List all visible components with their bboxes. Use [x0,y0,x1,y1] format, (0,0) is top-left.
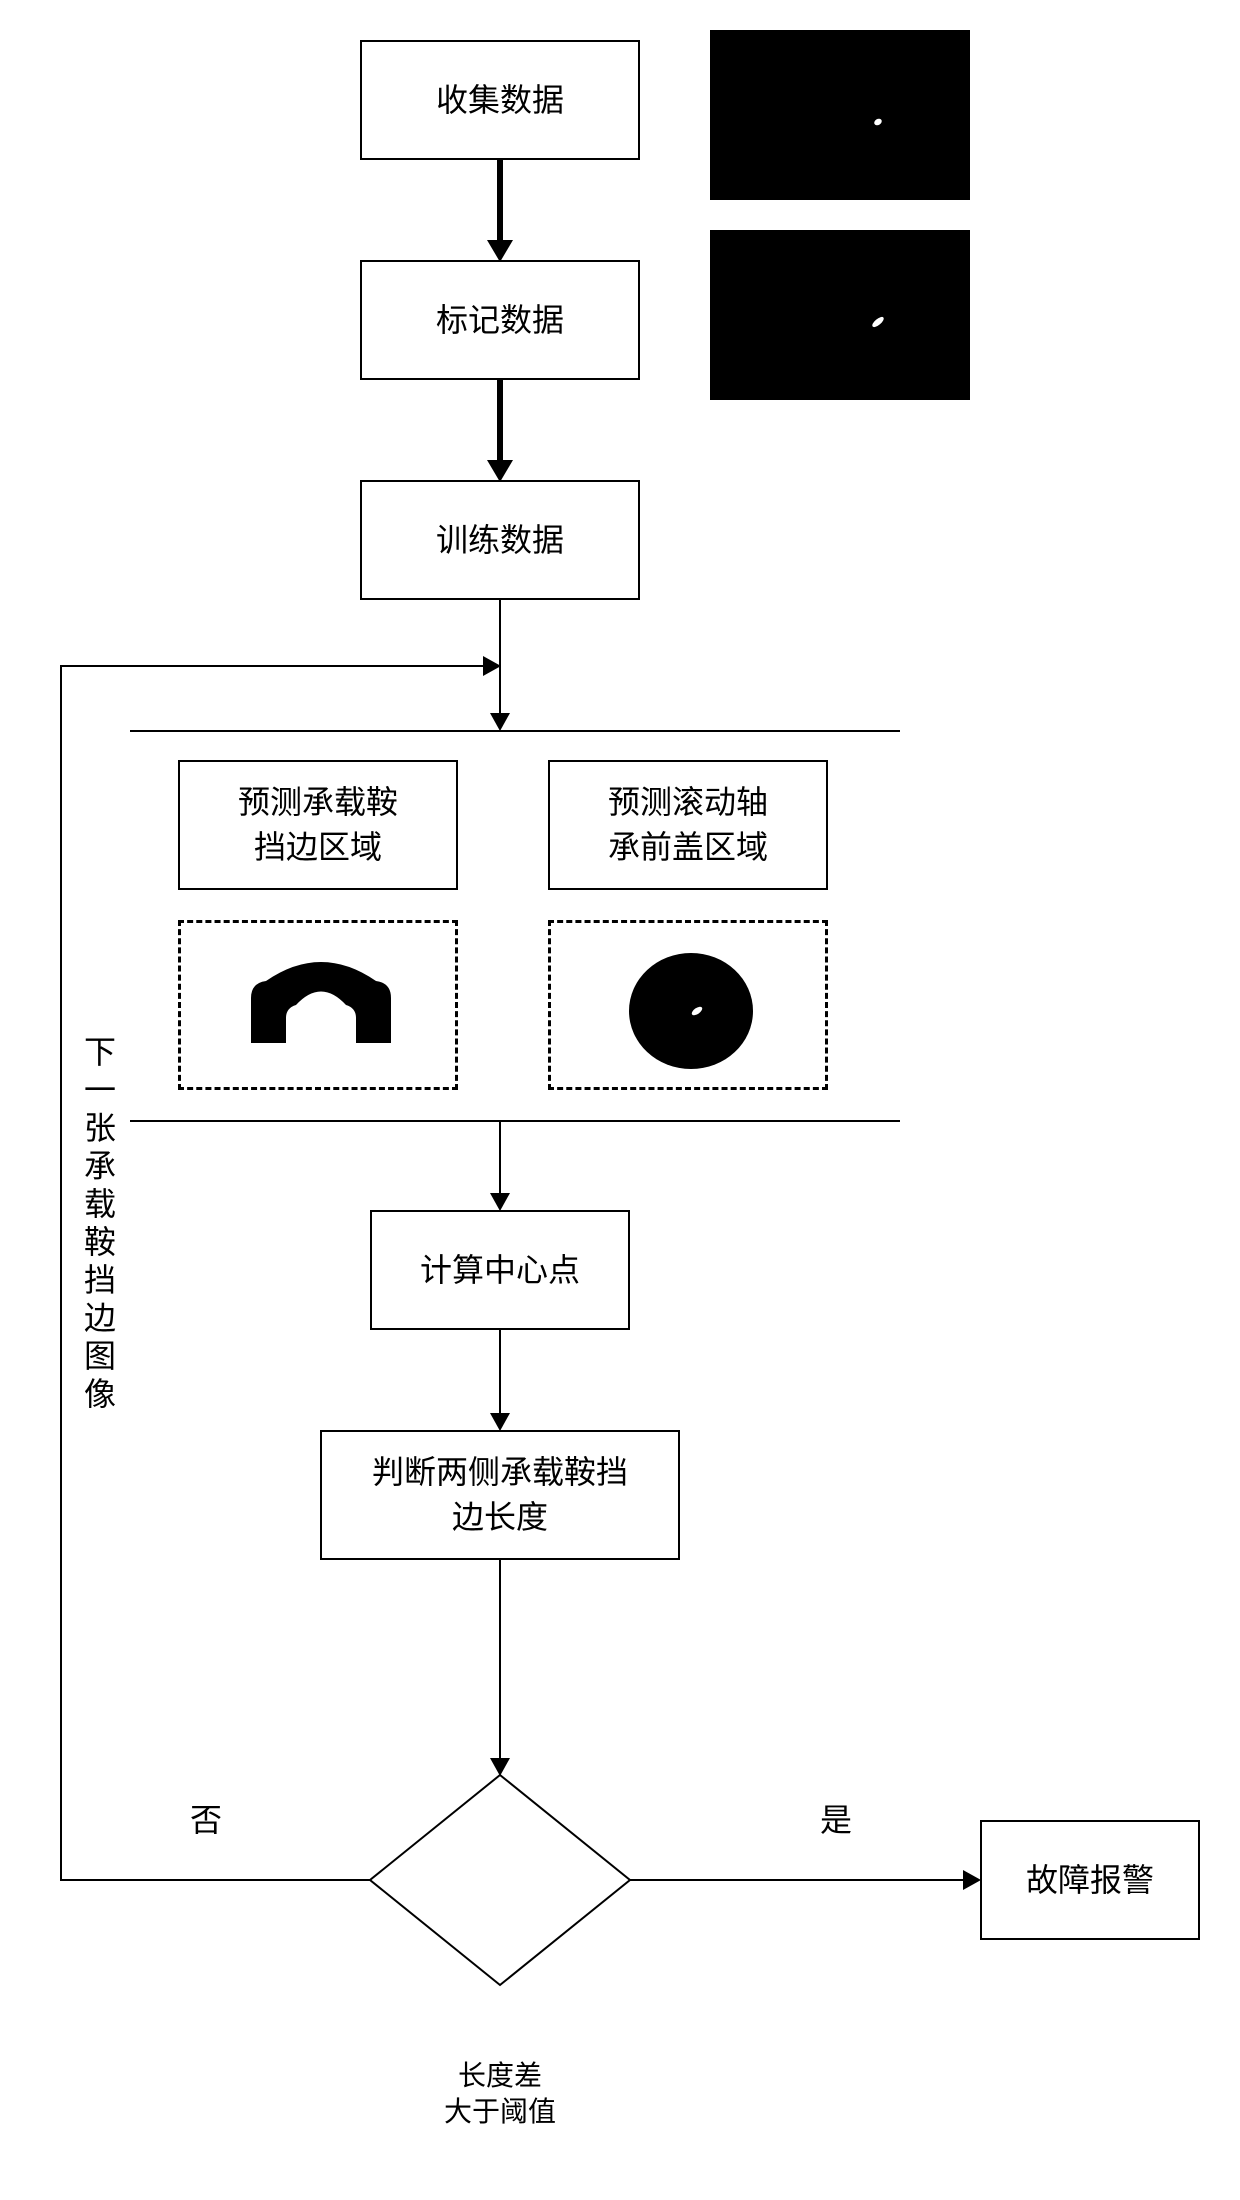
no-line-h1 [60,1879,370,1881]
arrow-2-3-line [497,380,503,462]
arrow-yes-line [630,1879,965,1881]
alarm-label: 故障报警 [1026,1858,1154,1903]
step3-label: 训练数据 [436,518,564,563]
arrow-5-d-head [490,1758,510,1776]
branch-right-label: 预测滚动轴 承前盖区域 [608,780,768,870]
arrow-1-2-line [497,160,503,242]
split-bar-bottom [130,1120,900,1122]
split-bar-top [130,730,900,732]
sample-image-2 [710,230,970,400]
branch-left-label: 预测承载鞍 挡边区域 [238,780,398,870]
arrow-4-5-head [490,1413,510,1431]
arrow-5-d-line [499,1560,501,1760]
branch-predict-bearing-cover: 预测滚动轴 承前盖区域 [548,760,828,890]
sample-image-1 [710,30,970,200]
branch-predict-saddle-edge: 预测承载鞍 挡边区域 [178,760,458,890]
step-judge-length: 判断两侧承载鞍挡 边长度 [320,1430,680,1560]
arrow-2-3-head [487,460,513,482]
step-collect-data: 收集数据 [360,40,640,160]
step-train-data: 训练数据 [360,480,640,600]
sample-image-1-mark [710,30,970,200]
no-line-head [483,656,501,676]
step5-label: 判断两侧承载鞍挡 边长度 [372,1450,628,1540]
arch-shape-icon [181,923,461,1093]
yes-label: 是 [820,1795,852,1841]
loop-label: 下一张承载鞍挡边图像 [75,1035,121,1415]
mask-saddle-edge [178,920,458,1090]
decision-label: 长度差 大于阈值 [370,1990,630,2200]
arrow-1-2-head [487,240,513,262]
no-line-h2 [60,665,499,667]
arrow-yes-head [963,1870,981,1890]
flowchart-canvas: 收集数据 标记数据 训练数据 预测承载鞍 挡边区域 预测滚动轴 承前盖区域 [0,0,1240,2010]
ellipse-shape-icon [551,923,831,1093]
step-label-data: 标记数据 [360,260,640,380]
step4-label: 计算中心点 [420,1248,580,1293]
arrow-merge-4-line [499,1120,501,1195]
sample-image-2-mark [710,230,970,400]
decision-diamond: 长度差 大于阈值 [370,1775,630,1985]
step2-label: 标记数据 [436,298,564,343]
mask-bearing-cover [548,920,828,1090]
arrow-3-split-head [490,713,510,731]
arrow-merge-4-head [490,1193,510,1211]
step1-label: 收集数据 [436,78,564,123]
step-calc-center: 计算中心点 [370,1210,630,1330]
step-alarm: 故障报警 [980,1820,1200,1940]
arrow-4-5-line [499,1330,501,1415]
no-line-v [60,665,62,1881]
no-label: 否 [190,1795,222,1841]
